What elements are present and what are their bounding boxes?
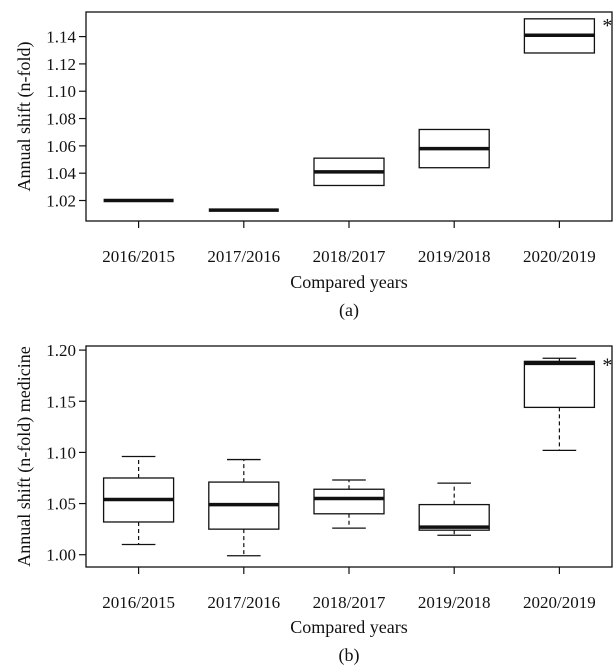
x-tick-label: 2019/2018 bbox=[418, 593, 491, 612]
y-axis-title: Annual shift (n-fold) bbox=[14, 42, 35, 192]
y-tick-label: 1.05 bbox=[46, 495, 76, 514]
box-2019-2018 bbox=[418, 482, 490, 536]
y-tick-label: 1.12 bbox=[46, 55, 76, 74]
y-axis-title: Annual shift (n-fold) medicine bbox=[14, 346, 35, 566]
y-tick-label: 1.06 bbox=[46, 137, 76, 156]
x-tick-label: 2018/2017 bbox=[313, 593, 386, 612]
iqr-box bbox=[313, 488, 385, 515]
x-tick-label: 2017/2016 bbox=[207, 247, 280, 266]
box-2020-2019 bbox=[523, 18, 596, 54]
significance-mark: * bbox=[602, 354, 612, 376]
y-tick-label: 1.10 bbox=[46, 82, 76, 101]
x-axis-title: Compared years bbox=[290, 617, 407, 637]
y-tick-label: 1.10 bbox=[46, 443, 76, 462]
y-tick-label: 1.02 bbox=[46, 192, 76, 211]
iqr-box bbox=[523, 360, 596, 409]
box-2018-2017 bbox=[313, 479, 385, 529]
y-tick-label: 1.20 bbox=[46, 341, 76, 360]
box-2017-2016 bbox=[208, 458, 280, 557]
x-tick-label: 2016/2015 bbox=[102, 593, 175, 612]
x-axis-title: Compared years bbox=[290, 272, 407, 292]
y-tick-label: 1.15 bbox=[46, 392, 76, 411]
x-tick-label: 2017/2016 bbox=[207, 593, 280, 612]
y-tick-label: 1.04 bbox=[46, 164, 76, 183]
box-2016-2015 bbox=[102, 455, 175, 546]
panel-caption: (a) bbox=[339, 300, 359, 321]
x-tick-label: 2019/2018 bbox=[418, 247, 491, 266]
box-2019-2018 bbox=[418, 128, 490, 169]
x-tick-label: 2020/2019 bbox=[523, 593, 596, 612]
box-2018-2017 bbox=[313, 157, 385, 187]
x-tick-label: 2018/2017 bbox=[313, 247, 386, 266]
panel-caption: (b) bbox=[339, 645, 360, 666]
y-tick-label: 1.08 bbox=[46, 110, 76, 129]
x-tick-label: 2016/2015 bbox=[102, 247, 175, 266]
chart-panel-1: 1.02 1.04 1.06 1.08 1.10 1.12 1.14 2016/2015 201… bbox=[14, 11, 613, 321]
x-tick-label: 2020/2019 bbox=[523, 247, 596, 266]
significance-mark: * bbox=[602, 15, 612, 37]
y-tick-label: 1.14 bbox=[46, 28, 76, 47]
box-2020-2019 bbox=[523, 357, 596, 452]
chart-panel-2: 1.00 1.05 1.10 1.15 1.20 2016/2015 2017/2016 20… bbox=[14, 341, 613, 666]
y-tick-label: 1.00 bbox=[46, 546, 76, 565]
